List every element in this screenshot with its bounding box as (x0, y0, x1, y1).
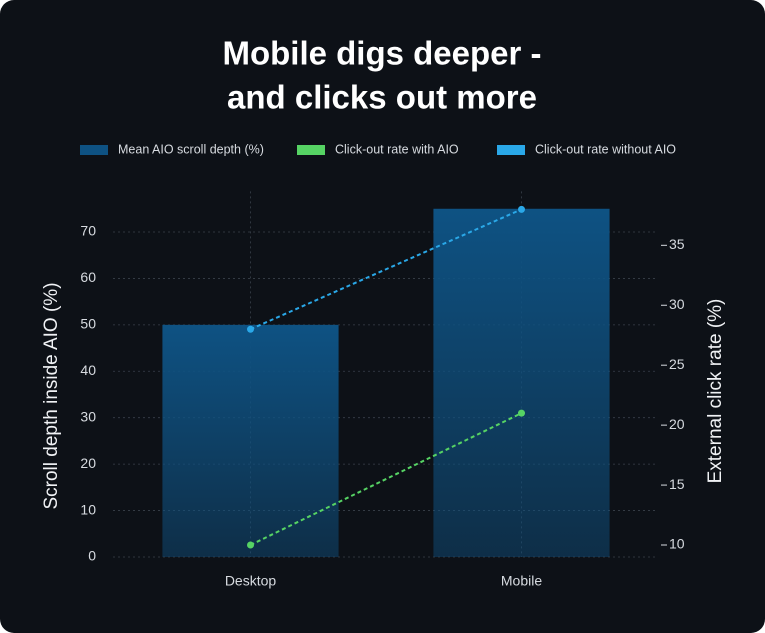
chart-title: and clicks out more (227, 79, 537, 116)
y2-tick-label: 10 (669, 536, 685, 552)
bar (162, 324, 339, 557)
legend-label: Click-out rate with AIO (335, 142, 459, 156)
point (247, 541, 254, 549)
point (518, 409, 525, 417)
y2-tick-label: 20 (669, 416, 685, 432)
point (247, 325, 254, 333)
y-tick-label: 0 (88, 548, 96, 564)
line (250, 208, 522, 331)
y2-tick-label: 35 (669, 236, 685, 252)
y-tick-label: 30 (80, 408, 96, 424)
legend-swatch (80, 145, 108, 155)
x-tick-label: Desktop (225, 573, 277, 589)
x-tick-label: Mobile (501, 573, 542, 589)
point (518, 205, 525, 213)
chart-title: Mobile digs deeper - (222, 35, 541, 72)
y2-tick-label: 30 (669, 296, 685, 312)
y-tick-label: 40 (80, 362, 96, 378)
y-tick-label: 70 (80, 223, 96, 239)
y-tick-label: 10 (80, 501, 96, 517)
y2-tick-label: 25 (669, 356, 685, 372)
y-tick-label: 20 (80, 455, 96, 471)
y2-tick-label: 15 (669, 476, 685, 492)
line (250, 412, 522, 546)
legend-swatch (497, 145, 525, 155)
y2-axis-title: External click rate (%) (705, 299, 726, 484)
bar (433, 208, 610, 557)
y-axis-title: Scroll depth inside AIO (%) (41, 282, 62, 509)
y-tick-label: 50 (80, 316, 96, 332)
legend-label: Mean AIO scroll depth (%) (118, 142, 264, 156)
legend-swatch (297, 145, 325, 155)
legend-label: Click-out rate without AIO (535, 142, 676, 156)
y-tick-label: 60 (80, 269, 96, 285)
